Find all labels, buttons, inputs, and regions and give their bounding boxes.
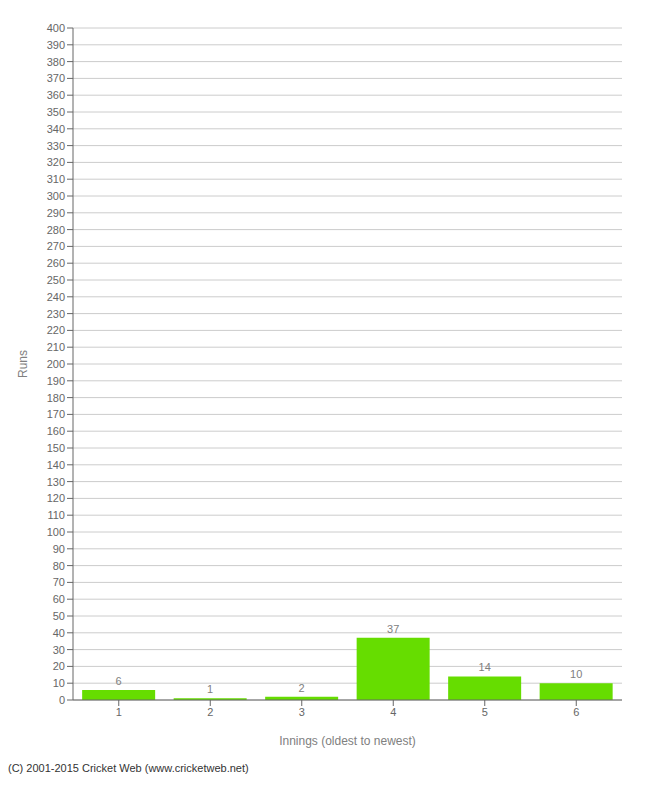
svg-text:160: 160: [47, 425, 65, 437]
svg-text:0: 0: [59, 694, 65, 706]
svg-text:270: 270: [47, 240, 65, 252]
svg-text:280: 280: [47, 224, 65, 236]
svg-text:80: 80: [53, 560, 65, 572]
html-text:(C) 2001-2015 Cricket Web (www: (C) 2001-2015 Cricket Web (www.cricketwe…: [8, 762, 249, 774]
svg-text:37: 37: [387, 623, 399, 635]
svg-text:310: 310: [47, 173, 65, 185]
svg-text:300: 300: [47, 190, 65, 202]
svg-text:10: 10: [570, 668, 582, 680]
svg-text:210: 210: [47, 341, 65, 353]
svg-text:150: 150: [47, 442, 65, 454]
svg-text:230: 230: [47, 308, 65, 320]
svg-text:110: 110: [47, 509, 65, 521]
svg-text:6: 6: [116, 675, 122, 687]
svg-text:Runs: Runs: [16, 350, 30, 378]
svg-text:4: 4: [390, 706, 396, 718]
svg-text:330: 330: [47, 140, 65, 152]
svg-text:50: 50: [53, 610, 65, 622]
svg-text:400: 400: [47, 22, 65, 34]
svg-text:370: 370: [47, 72, 65, 84]
svg-text:130: 130: [47, 476, 65, 488]
svg-text:70: 70: [53, 576, 65, 588]
svg-text:390: 390: [47, 39, 65, 51]
svg-text:220: 220: [47, 324, 65, 336]
svg-text:190: 190: [47, 375, 65, 387]
svg-text:2: 2: [207, 706, 213, 718]
svg-text:60: 60: [53, 593, 65, 605]
svg-text:1: 1: [207, 683, 213, 695]
svg-text:260: 260: [47, 257, 65, 269]
svg-text:360: 360: [47, 89, 65, 101]
svg-text:380: 380: [47, 56, 65, 68]
svg-text:20: 20: [53, 660, 65, 672]
svg-text:120: 120: [47, 492, 65, 504]
svg-text:250: 250: [47, 274, 65, 286]
svg-text:14: 14: [479, 661, 491, 673]
svg-text:180: 180: [47, 392, 65, 404]
svg-text:140: 140: [47, 459, 65, 471]
svg-text:240: 240: [47, 291, 65, 303]
svg-text:340: 340: [47, 123, 65, 135]
svg-text:30: 30: [53, 644, 65, 656]
svg-text:350: 350: [47, 106, 65, 118]
svg-text:320: 320: [47, 156, 65, 168]
svg-text:5: 5: [482, 706, 488, 718]
svg-text:90: 90: [53, 543, 65, 555]
svg-text:170: 170: [47, 408, 65, 420]
svg-text:6: 6: [573, 706, 579, 718]
svg-text:3: 3: [299, 706, 305, 718]
svg-text:40: 40: [53, 627, 65, 639]
svg-text:10: 10: [53, 677, 65, 689]
svg-text:2: 2: [299, 682, 305, 694]
svg-text:1: 1: [116, 706, 122, 718]
svg-text:100: 100: [47, 526, 65, 538]
svg-text:290: 290: [47, 207, 65, 219]
svg-text:Innings (oldest to newest): Innings (oldest to newest): [279, 734, 416, 748]
svg-text:200: 200: [47, 358, 65, 370]
